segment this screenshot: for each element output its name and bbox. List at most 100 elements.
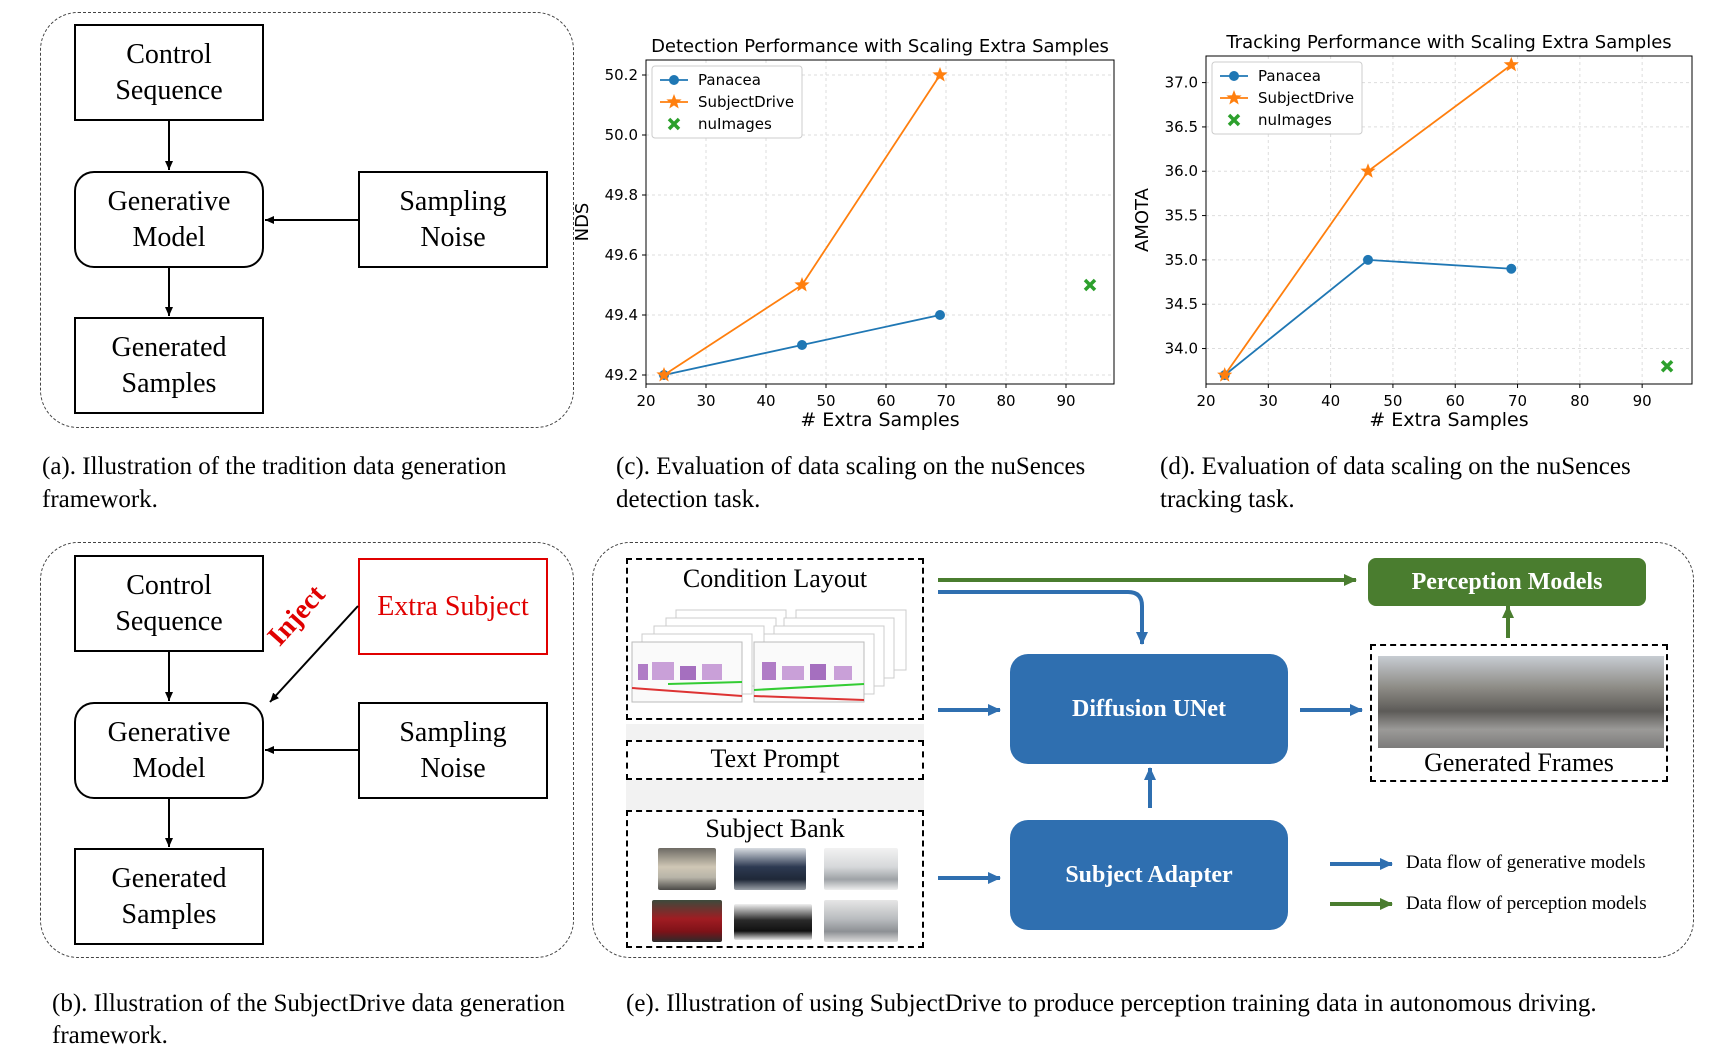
chart-c-xlabel: # Extra Samples: [800, 409, 959, 431]
arrow-b-inject: [269, 605, 359, 703]
chart-c-legend-label-1: SubjectDrive: [698, 93, 794, 111]
chart-d-ytick-label-3: 35.5: [1165, 207, 1198, 225]
caption-d-line1: (d). Evaluation of data scaling on the n…: [1160, 453, 1631, 480]
chart-d-ylabel: AMOTA: [1132, 187, 1153, 252]
chart-d-legend-frame: [1211, 61, 1363, 135]
panel-e-frame: [592, 542, 1694, 958]
legend-generative-label: Data flow of generative models: [1406, 852, 1646, 873]
text-prompt-label: Text Prompt: [710, 744, 840, 773]
chart-c-ytick-label-0: 49.2: [605, 366, 638, 384]
generated-frames-label: Generated Frames: [1424, 748, 1614, 777]
chart-d-legend-marker-2: [1227, 113, 1241, 127]
chart-c-xtick-label-4: 60: [876, 392, 895, 410]
subject-car-thumb-5: [734, 904, 812, 940]
extra-subject-box: Extra Subject: [358, 558, 548, 655]
chart-d-plot-frame: [1205, 55, 1693, 385]
generative-model-box-a: Generative Model: [74, 171, 264, 268]
chart-d-point-subjectdrive-1: [1360, 163, 1376, 178]
chart-c-point-subjectdrive-2: [932, 67, 948, 82]
caption-c-line2: detection task.: [616, 486, 761, 513]
chart-d-xtick-label-5: 70: [1508, 392, 1527, 410]
chart-c-ytick-label-2: 49.6: [605, 246, 638, 264]
chart-c-point-subjectdrive-0: [656, 367, 672, 382]
chart-c-point-subjectdrive-1: [794, 277, 810, 292]
chart-c-xtick-label-7: 90: [1056, 392, 1075, 410]
chart-c-point-panacea-1: [797, 340, 807, 350]
chart-d-xtick-label-1: 30: [1259, 392, 1278, 410]
chart-d-title: Tracking Performance with Scaling Extra …: [1225, 32, 1671, 53]
chart-d-ytick-label-2: 35.0: [1165, 251, 1198, 269]
generated-samples-box-a: Generated Samples: [74, 317, 264, 414]
chart-d-xtick-label-3: 50: [1383, 392, 1402, 410]
layout-thumbnails: [631, 609, 907, 703]
chart-d-xtick-label-7: 90: [1633, 392, 1652, 410]
chart-c-xtick-label-6: 80: [996, 392, 1015, 410]
control-sequence-box-b: Control Sequence: [74, 555, 264, 652]
chart-d-ytick-label-4: 36.0: [1165, 162, 1198, 180]
chart-d-point-panacea-1: [1363, 254, 1373, 265]
panel-b-frame: [40, 542, 574, 958]
chart-c-xtick-label-0: 20: [636, 392, 655, 410]
generated-samples-box-b: Generated Samples: [74, 848, 264, 945]
subject-car-thumb-3: [824, 848, 898, 890]
chart-d-xtick-label-6: 80: [1570, 392, 1589, 410]
chart-d-xtick-label-0: 20: [1196, 392, 1215, 410]
chart-d-ytick-label-1: 34.5: [1165, 295, 1198, 313]
chart-c-plot-frame: [645, 59, 1115, 385]
chart-c-xtick-label-1: 30: [696, 392, 715, 410]
chart-d-xtick-label-4: 60: [1446, 392, 1465, 410]
chart-c-legend-label-0: Panacea: [698, 71, 761, 89]
chart-c-ytick-label-3: 49.8: [605, 186, 638, 204]
text-prompt-box: Text Prompt: [626, 740, 924, 780]
chart-c-point-nuimages-0: [1083, 278, 1097, 292]
chart-c-ytick-label-4: 50.0: [605, 126, 638, 144]
chart-d-xlabel: # Extra Samples: [1369, 409, 1528, 431]
chart-c-legend-label-2: nuImages: [698, 115, 772, 133]
caption-e: (e). Illustration of using SubjectDrive …: [626, 990, 1597, 1017]
condition-layout-box: Condition Layout: [626, 558, 924, 720]
chart-c-legend-marker-1: [666, 94, 682, 109]
subject-bank-box: Subject Bank: [626, 810, 924, 948]
chart-d-xtick-label-2: 40: [1321, 392, 1340, 410]
subject-car-thumb-1: [658, 848, 716, 890]
chart-c-xtick-label-3: 50: [816, 392, 835, 410]
chart-c-legend-frame: [651, 65, 803, 139]
chart-c-title: Detection Performance with Scaling Extra…: [651, 36, 1109, 57]
generated-frames-box: Generated Frames: [1370, 644, 1668, 782]
sampling-noise-box-a: Sampling Noise: [358, 171, 548, 268]
caption-d-line2: tracking task.: [1160, 486, 1295, 513]
caption-c-line1: (c). Evaluation of data scaling on the n…: [616, 453, 1086, 480]
arrow-e-layout-to-unet: [938, 590, 1148, 645]
subject-car-thumb-2: [734, 848, 806, 890]
chart-d-group: 20 30 40 50 60 70 80 90 34.0 34.5 35.0 35.5 36.0 36.5…: [1132, 32, 1693, 431]
chart-d-point-subjectdrive-2: [1503, 56, 1519, 72]
subject-bank-label: Subject Bank: [705, 814, 845, 843]
chart-c-legend-marker-2: [667, 117, 681, 131]
chart-d-legend-marker-0: [1229, 71, 1239, 81]
chart-d-legend-label-0: Panacea: [1258, 67, 1321, 85]
chart-d-ytick-label-0: 34.0: [1165, 340, 1198, 358]
generated-frames-image: [1378, 656, 1664, 748]
generative-model-box-b: Generative Model: [74, 702, 264, 799]
legend-perception-label: Data flow of perception models: [1406, 893, 1647, 914]
diffusion-unet-box: Diffusion UNet: [1010, 654, 1288, 764]
subject-adapter-box: Subject Adapter: [1010, 820, 1288, 930]
chart-c-point-panacea-2: [935, 310, 945, 320]
chart-d-ytick-label-6: 37.0: [1165, 74, 1198, 92]
caption-a-line2: framework.: [42, 486, 158, 513]
caption-b-line1: (b). Illustration of the SubjectDrive da…: [52, 990, 566, 1017]
chart-d-point-panacea-2: [1506, 263, 1517, 274]
caption-a-line1: (a). Illustration of the tradition data …: [42, 453, 507, 480]
subject-car-thumb-4: [652, 900, 722, 942]
chart-c-legend-marker-0: [669, 75, 679, 85]
control-sequence-box-a: Control Sequence: [74, 24, 264, 121]
chart-d-legend-label-1: SubjectDrive: [1258, 89, 1354, 107]
chart-c-xtick-label-2: 40: [756, 392, 775, 410]
panel-a-frame: [40, 12, 574, 428]
subject-car-thumb-6: [824, 900, 898, 942]
chart-d-ytick-label-5: 36.5: [1165, 118, 1198, 136]
chart-d-point-nuimages-0: [1660, 360, 1674, 373]
chart-c-ylabel: NDS: [572, 203, 593, 242]
